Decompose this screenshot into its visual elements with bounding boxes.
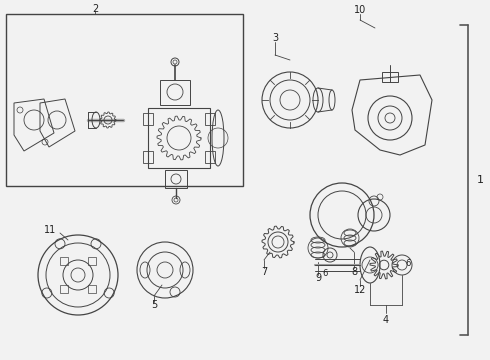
Text: 2: 2: [92, 4, 98, 14]
Bar: [165, 170, 187, 188]
Bar: [88, 257, 96, 265]
Bar: [205, 113, 215, 125]
Text: 10: 10: [354, 5, 366, 15]
Bar: [160, 80, 190, 105]
Text: 6: 6: [322, 269, 328, 278]
Bar: [88, 285, 96, 293]
Text: 4: 4: [383, 315, 389, 325]
Bar: [143, 151, 153, 163]
Bar: [60, 285, 68, 293]
Bar: [205, 151, 215, 163]
Text: 3: 3: [272, 33, 278, 43]
Text: 9: 9: [315, 273, 321, 283]
Text: 11: 11: [44, 225, 56, 235]
Bar: [143, 113, 153, 125]
Text: 6: 6: [405, 258, 411, 267]
Bar: [148, 108, 210, 168]
Bar: [60, 257, 68, 265]
Text: 7: 7: [261, 267, 267, 277]
Bar: [6, 14, 243, 186]
Text: 12: 12: [354, 285, 366, 295]
Text: 5: 5: [151, 300, 157, 310]
Bar: [382, 72, 398, 82]
Text: 1: 1: [476, 175, 484, 185]
Text: 8: 8: [351, 267, 357, 277]
